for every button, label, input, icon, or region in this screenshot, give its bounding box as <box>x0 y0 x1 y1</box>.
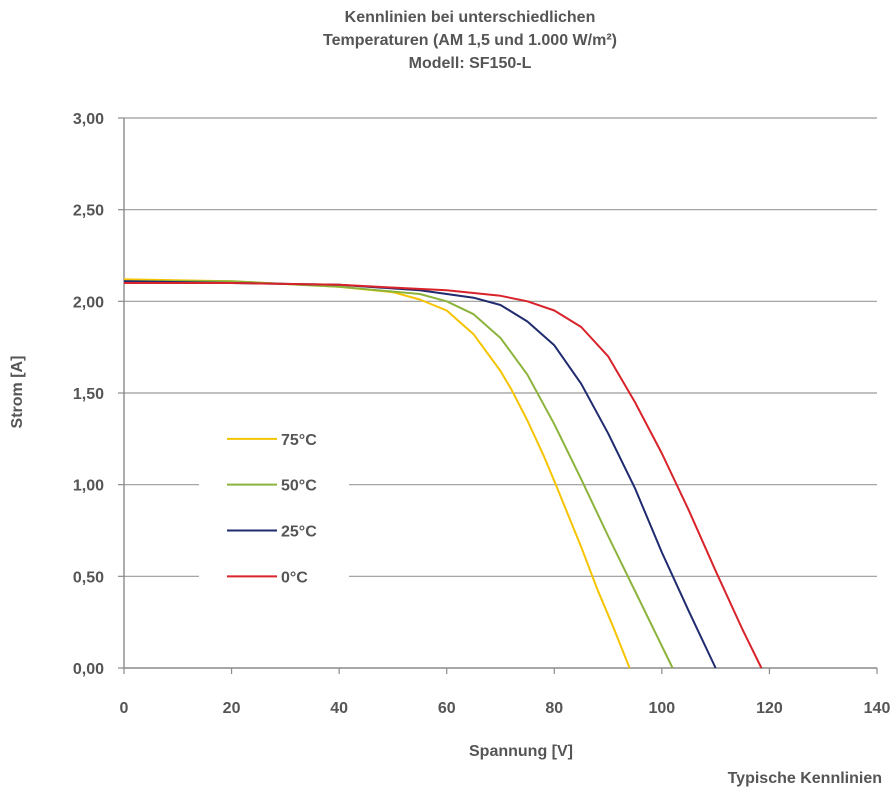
legend-label-3: 0°C <box>281 569 308 586</box>
y-tick-label-0: 0,00 <box>73 661 104 678</box>
x-tick-label-5: 100 <box>649 700 676 717</box>
y-tick-label-1: 0,50 <box>73 569 104 586</box>
series-line-3 <box>124 282 763 669</box>
legend-label-1: 50°C <box>281 478 317 495</box>
x-tick-label-2: 40 <box>330 700 348 717</box>
x-tick-label-0: 0 <box>120 700 129 717</box>
series-line-1 <box>124 280 674 669</box>
x-tick-label-1: 20 <box>223 700 241 717</box>
y-tick-label-2: 1,00 <box>73 478 104 495</box>
chart-title-line-3: Modell: SF150-L <box>408 55 532 72</box>
axes <box>118 117 878 674</box>
chart-title-line-2: Temperaturen (AM 1,5 und 1.000 W/m²) <box>323 32 617 49</box>
x-tick-label-7: 140 <box>864 700 891 717</box>
chart-title: Kennlinien bei unterschiedlichen Tempera… <box>240 6 700 75</box>
chart-title-line-1: Kennlinien bei unterschiedlichen <box>344 9 596 26</box>
y-tick-label-4: 2,00 <box>73 294 104 311</box>
y-axis-tick-labels: 0,00 0,50 1,00 1,50 2,00 2,50 3,00 <box>73 111 104 678</box>
x-tick-label-4: 80 <box>545 700 563 717</box>
x-axis-label: Spannung [V] <box>469 743 573 760</box>
legend-background <box>199 420 349 591</box>
series-lines <box>123 278 763 669</box>
legend-label-0: 75°C <box>281 432 317 449</box>
x-axis-tick-labels: 0 20 40 60 80 100 120 140 <box>120 700 891 717</box>
legend-label-2: 25°C <box>281 524 317 541</box>
footer-caption: Typische Kennlinien <box>727 770 882 787</box>
y-tick-label-3: 1,50 <box>73 386 104 403</box>
y-axis-label: Strom [A] <box>9 356 26 429</box>
y-tick-label-5: 2,50 <box>73 203 104 220</box>
y-tick-label-6: 3,00 <box>73 111 104 128</box>
legend: 75°C 50°C 25°C 0°C <box>199 420 349 591</box>
x-tick-label-3: 60 <box>438 700 456 717</box>
x-tick-label-6: 120 <box>756 700 783 717</box>
